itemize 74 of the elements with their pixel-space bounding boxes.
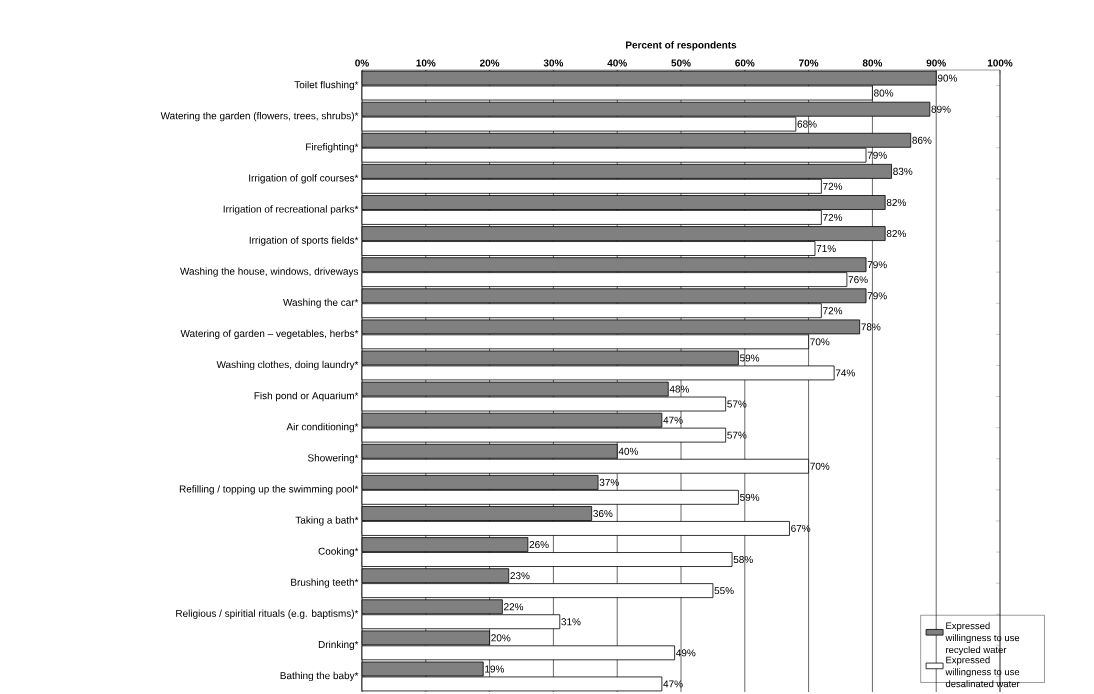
data-label: 47%	[663, 416, 683, 424]
data-label: 70%	[810, 338, 830, 346]
data-label: 83%	[893, 167, 913, 175]
x-tick-label: 60%	[735, 59, 755, 67]
x-tick-label: 0%	[355, 59, 369, 67]
y-tick-label: Showering*	[307, 454, 359, 464]
y-tick-label: Brushing teeth*	[291, 578, 359, 588]
x-tick-label: 20%	[479, 59, 500, 67]
data-label: 89%	[931, 105, 951, 113]
data-label: 67%	[791, 524, 811, 532]
data-label: 59%	[740, 354, 760, 362]
data-label: 23%	[510, 572, 530, 580]
data-label: 72%	[823, 182, 843, 190]
data-label: 70%	[810, 462, 830, 470]
data-label: 26%	[529, 541, 549, 549]
y-tick-label: Cooking*	[318, 547, 359, 557]
data-label: 82%	[886, 198, 906, 207]
x-tick-label: 80%	[862, 59, 883, 67]
data-label: 76%	[848, 276, 868, 284]
y-tick-label: Irrigation of sports fields*	[249, 236, 359, 246]
data-label: 37%	[599, 478, 619, 486]
data-label: 47%	[663, 680, 683, 688]
legend-label: Expressed willingness to use desalinated water	[945, 656, 1020, 688]
y-tick-label: Irrigation of recreational parks*	[223, 205, 359, 215]
data-label: 78%	[861, 323, 881, 331]
data-label: 86%	[912, 136, 932, 144]
y-tick-label: Firefighting*	[306, 143, 359, 153]
y-tick-label: Taking a bath*	[295, 516, 359, 526]
data-label: 79%	[867, 261, 887, 269]
data-label: 22%	[504, 603, 524, 611]
data-label: 49%	[676, 649, 696, 657]
data-label: 55%	[714, 587, 734, 595]
data-label: 57%	[727, 400, 747, 408]
x-tick-label: 40%	[607, 59, 627, 67]
x-tick-label: 100%	[987, 59, 1013, 67]
data-label: 79%	[867, 151, 887, 159]
y-tick-label: Religious / spiritial rituals (e.g. baptisms)*	[176, 609, 359, 619]
y-tick-label: Air conditioning*	[286, 423, 359, 433]
data-label: 72%	[823, 213, 843, 221]
data-label: 48%	[669, 385, 690, 393]
y-tick-label: Washing the car*	[283, 298, 359, 308]
data-label: 72%	[823, 307, 843, 315]
data-label: 90%	[937, 74, 957, 82]
data-label: 82%	[886, 230, 906, 238]
x-tick-label: 30%	[543, 59, 564, 67]
y-tick-label: Refilling / topping up the swimming pool*	[179, 485, 359, 495]
data-label: 57%	[727, 431, 747, 439]
x-tick-label: 10%	[416, 59, 436, 67]
data-label: 19%	[485, 665, 505, 673]
data-label: 80%	[874, 89, 894, 97]
x-axis-title: Percent of respondents	[626, 41, 737, 51]
y-tick-label: Watering the garden (flowers, trees, shrubs)*	[160, 112, 359, 122]
data-label: 20%	[491, 634, 511, 642]
y-tick-label: Watering of garden – vegetables, herbs*	[180, 329, 359, 339]
y-tick-label: Bathing the baby*	[280, 671, 359, 682]
y-tick-label: Washing the house, windows, driveways	[180, 267, 359, 277]
y-tick-label: Washing clothes, doing laundry*	[216, 360, 359, 371]
legend-label: Expressed willingness to use recycled water	[945, 622, 1020, 655]
data-label: 36%	[593, 509, 613, 518]
y-tick-label: Drinking*	[318, 640, 359, 650]
data-label: 74%	[835, 369, 855, 377]
data-label: 31%	[561, 618, 581, 626]
x-tick-label: 70%	[799, 59, 819, 67]
y-tick-label: Fish pond or Aquarium*	[254, 391, 359, 402]
data-label: 58%	[733, 556, 753, 564]
data-label: 59%	[740, 493, 760, 501]
x-tick-label: 90%	[926, 59, 946, 67]
data-label: 79%	[867, 292, 887, 300]
data-label: 68%	[797, 120, 817, 128]
data-label: 40%	[618, 447, 638, 455]
y-tick-label: Toilet flushing*	[294, 80, 359, 91]
y-tick-label: Irrigation of golf courses*	[249, 174, 359, 184]
data-label: 71%	[816, 245, 836, 253]
x-tick-label: 50%	[671, 59, 691, 67]
